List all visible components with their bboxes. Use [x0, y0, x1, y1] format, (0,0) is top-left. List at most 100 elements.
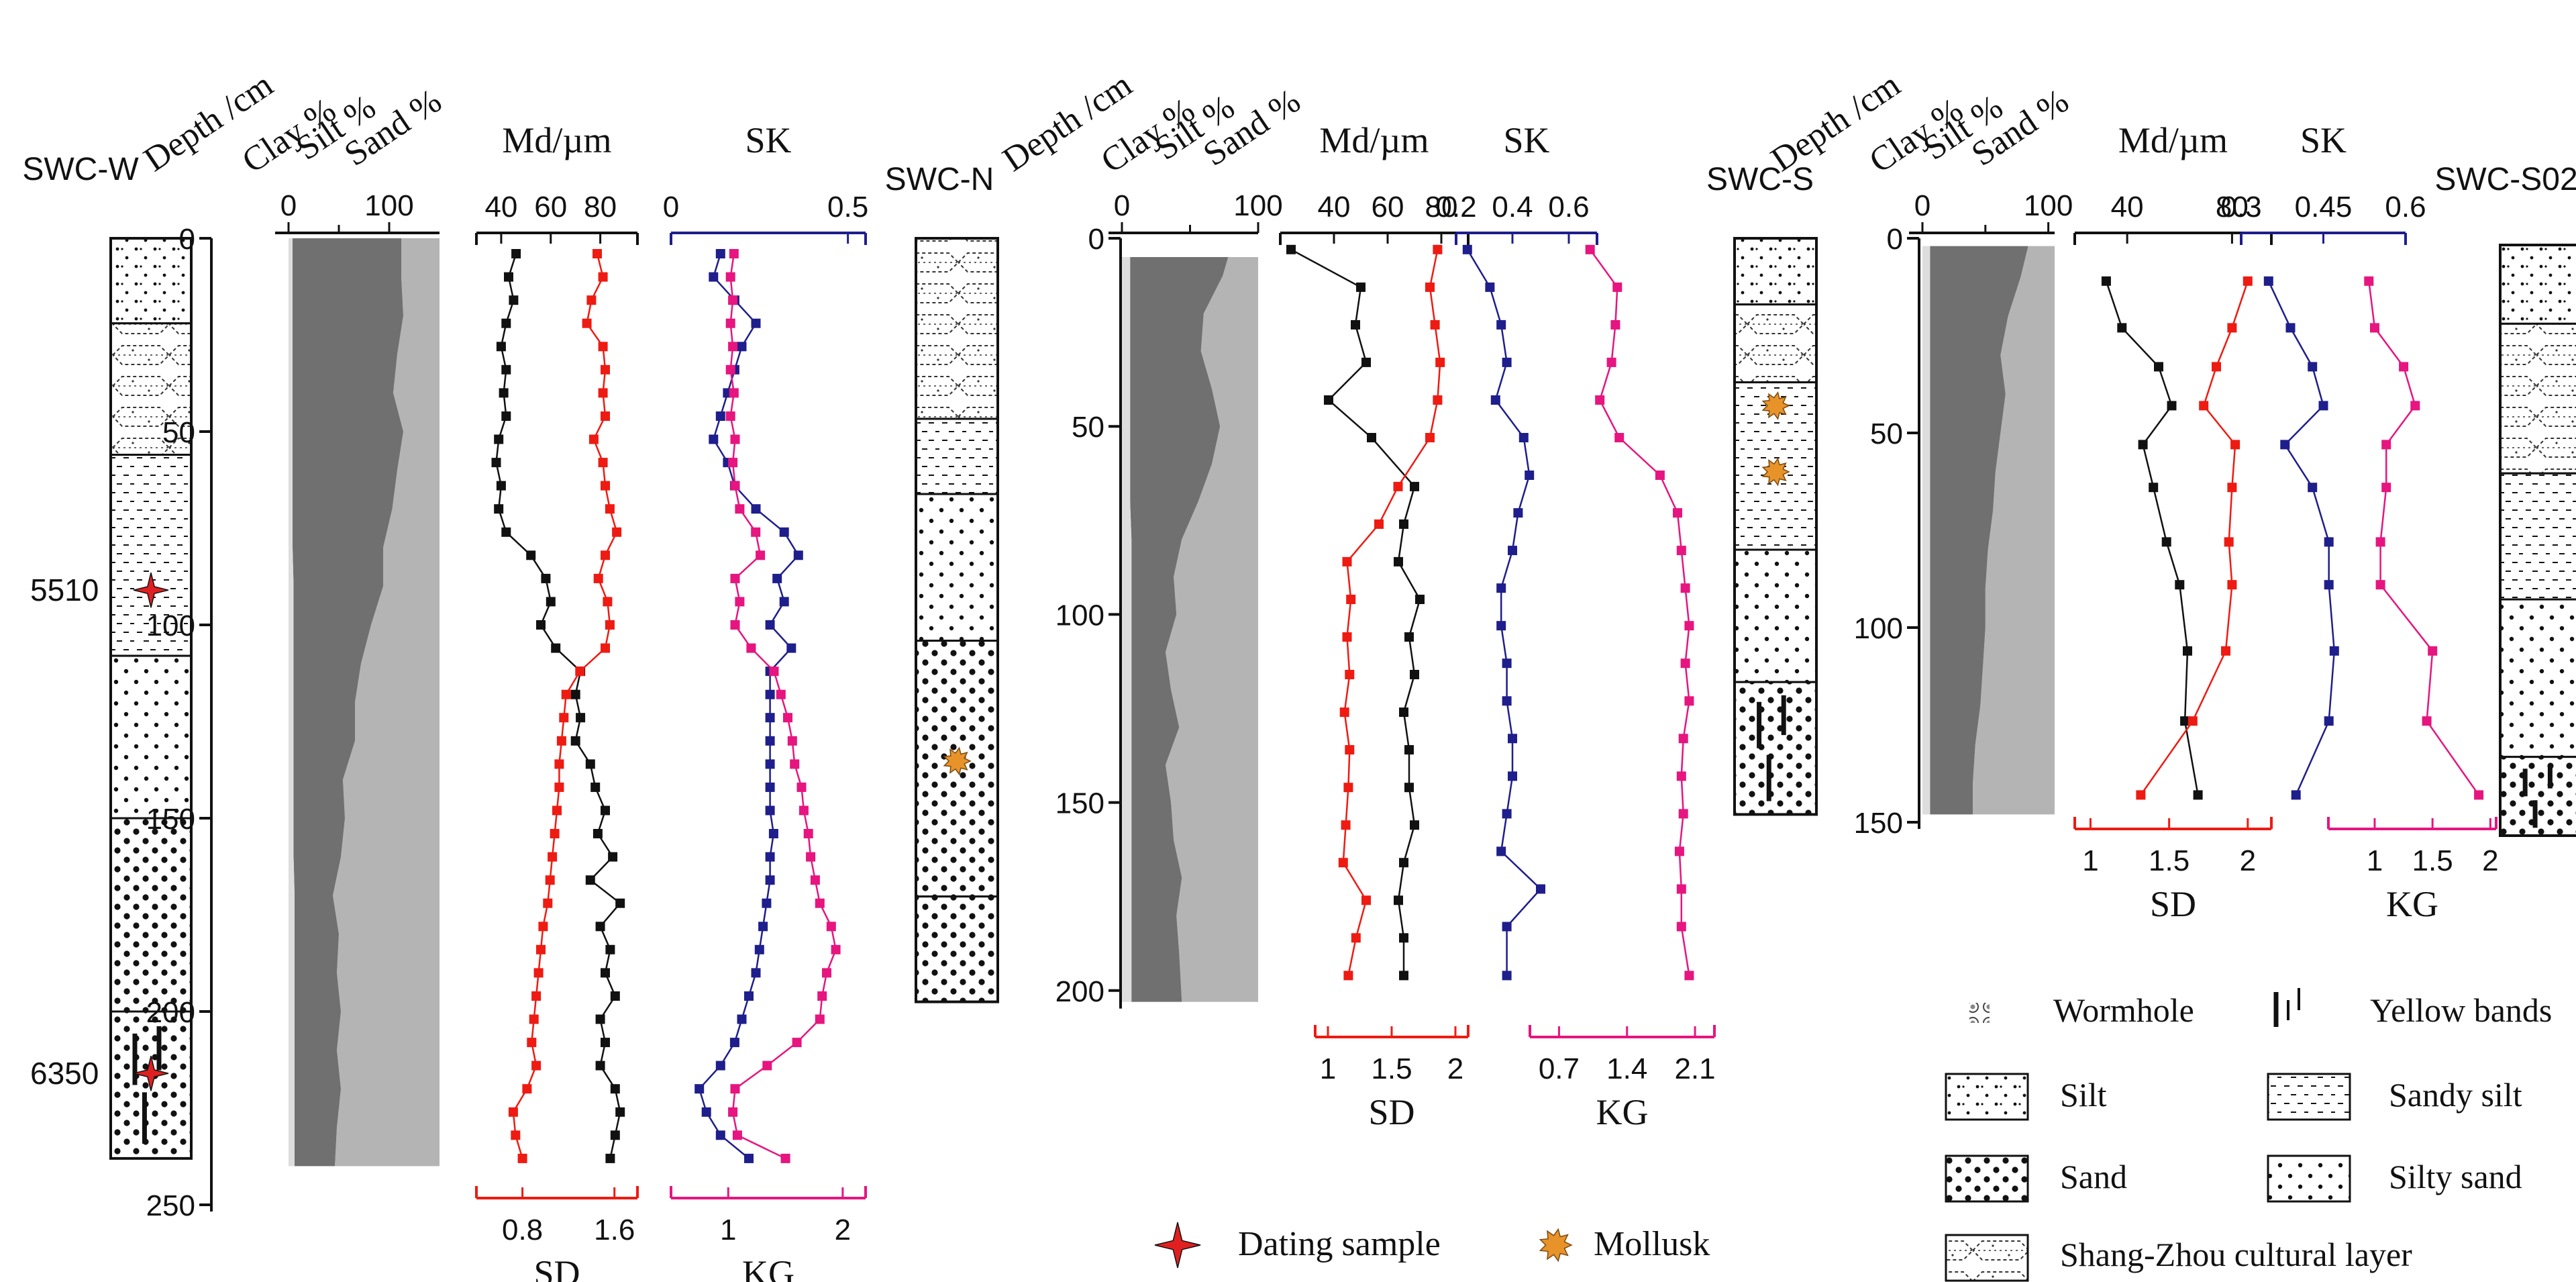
- series-point-md: [496, 481, 506, 491]
- series-point-sk: [779, 597, 789, 607]
- series-point-sd: [508, 1107, 518, 1117]
- panel-sd: 0.8 1.6 SD: [475, 249, 639, 1282]
- param-tick-label: 0.6: [1548, 191, 1589, 224]
- series-point-sk: [793, 550, 803, 560]
- series-point-sk: [758, 922, 768, 932]
- param-tick-label: 1: [1320, 1052, 1336, 1085]
- section-title: SWC-N: [885, 162, 994, 197]
- series-point-sk: [1513, 508, 1523, 518]
- series-point-sd: [554, 759, 564, 769]
- silt-area: [293, 238, 403, 1167]
- series-point-sk: [786, 643, 796, 653]
- series-point-sd: [1433, 244, 1443, 254]
- series-point-md: [610, 1084, 620, 1094]
- series-point-sk: [2308, 362, 2318, 372]
- sand-area: [1166, 257, 1258, 1002]
- series-point-kg: [756, 550, 766, 560]
- legend-wormhole-icon: [1969, 1003, 1990, 1023]
- series-point-md: [1399, 519, 1408, 529]
- series-point-md: [615, 898, 625, 908]
- clay-area: [289, 238, 295, 1167]
- series-point-sk: [715, 411, 725, 421]
- series-point-md: [585, 759, 595, 769]
- mollusk-marker: [1761, 391, 1790, 420]
- series-point-md: [1286, 244, 1296, 254]
- series-point-sk: [2263, 276, 2273, 286]
- series-point-sd: [2227, 483, 2237, 493]
- series-point-sd: [1342, 632, 1352, 642]
- series-point-sd: [588, 434, 599, 444]
- series-point-sd: [1345, 670, 1355, 679]
- series-point-sd: [543, 898, 553, 908]
- series-point-kg: [1606, 357, 1616, 367]
- legend-mollusk-icon: [1539, 1228, 1573, 1263]
- series-point-md: [605, 944, 615, 954]
- series-point-sk: [751, 968, 761, 978]
- series-point-md: [541, 573, 551, 583]
- series-point-md: [590, 782, 601, 792]
- series-point-md: [501, 411, 511, 421]
- series-point-kg: [2375, 580, 2385, 590]
- series-point-md: [501, 318, 511, 328]
- param-tick-label: 2: [2482, 844, 2498, 877]
- series-point-kg: [725, 272, 735, 282]
- param-tick-label: 2: [2240, 844, 2256, 877]
- series-point-sd: [538, 922, 548, 932]
- series-point-md: [2183, 646, 2192, 656]
- lith-unit-silty_sand: [915, 493, 999, 642]
- series-point-md: [2154, 362, 2163, 372]
- series-point-kg: [2370, 323, 2379, 333]
- lithology-column: [109, 237, 193, 1160]
- depth-tick-label: 0: [1088, 223, 1104, 256]
- series-point-sd: [593, 249, 602, 258]
- lith-unit-silty_sand: [2499, 598, 2576, 758]
- series-point-sk: [729, 1038, 739, 1048]
- series-point-md: [615, 1107, 625, 1117]
- series-point-md: [601, 805, 610, 816]
- series-point-sk: [765, 852, 775, 862]
- lith-unit-sand_yellow: [2499, 756, 2576, 837]
- series-point-md: [601, 968, 610, 978]
- series-point-md: [494, 504, 504, 514]
- texture-tick-label: 0: [280, 189, 297, 222]
- series-point-kg: [2364, 276, 2374, 286]
- series-point-md: [1324, 395, 1333, 405]
- series-point-kg: [725, 318, 735, 328]
- series-point-sk: [765, 875, 775, 885]
- silt-area: [1130, 257, 1229, 1002]
- lith-frame: [915, 237, 999, 1003]
- series-point-md: [1351, 319, 1360, 330]
- series-point-kg: [783, 713, 792, 723]
- param-tick-label: 80: [2216, 191, 2249, 224]
- series-point-sd: [517, 1153, 527, 1163]
- param-tick-label: 1: [2367, 844, 2383, 877]
- series-point-kg: [728, 342, 738, 352]
- series-point-kg: [1676, 884, 1686, 894]
- series-point-sk: [737, 342, 747, 352]
- series-point-sk: [765, 689, 775, 699]
- series-point-kg: [732, 1130, 742, 1140]
- series-point-kg: [725, 364, 735, 375]
- panel-mdm: 40 80 Md/µm: [2073, 120, 2273, 800]
- series-point-kg: [787, 736, 797, 746]
- series-point-kg: [1676, 771, 1686, 781]
- texture-panel: 0 100: [1109, 189, 1283, 1002]
- series-point-sk: [2285, 323, 2296, 333]
- section-swc-s02: SWC-S02: [2434, 162, 2576, 837]
- series-point-kg: [806, 852, 816, 862]
- param-label: SK: [1503, 120, 1549, 160]
- series-point-sd: [575, 667, 585, 677]
- param-tick-label: 0.7: [1539, 1052, 1580, 1085]
- texture-tick-label: 100: [1233, 189, 1282, 222]
- series-point-sd: [601, 411, 610, 421]
- param-label: SK: [745, 120, 791, 160]
- series-point-kg: [2381, 483, 2391, 493]
- series-point-sd: [586, 295, 597, 305]
- series-point-kg: [817, 991, 827, 1001]
- series-point-kg: [1612, 282, 1622, 292]
- panel-kg: 1 1.5 2 KG: [2327, 276, 2499, 924]
- series-point-kg: [815, 1014, 825, 1024]
- series-point-md: [1410, 820, 1419, 830]
- param-label: SD: [2150, 884, 2196, 924]
- series-point-kg: [1684, 696, 1694, 706]
